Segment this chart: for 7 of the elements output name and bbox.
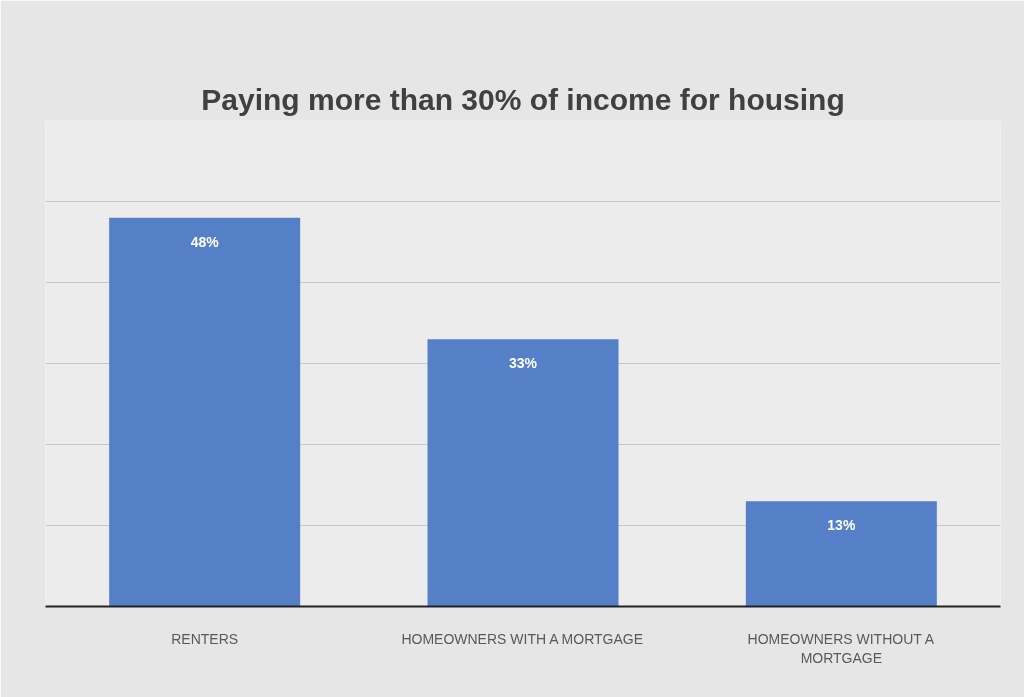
chart-title: Paying more than 30% of income for housing [201,82,845,116]
data-label: 48% [190,233,220,250]
x-tick-label: HOMEOWNERS WITHOUT A MORTGAGE [747,630,935,666]
x-tick-label: RENTERS [171,630,239,647]
data-label: 13% [827,517,856,534]
data-label: 33% [508,355,538,372]
x-tick-label: HOMEOWNERS WITH A MORTGAGE [401,630,644,647]
